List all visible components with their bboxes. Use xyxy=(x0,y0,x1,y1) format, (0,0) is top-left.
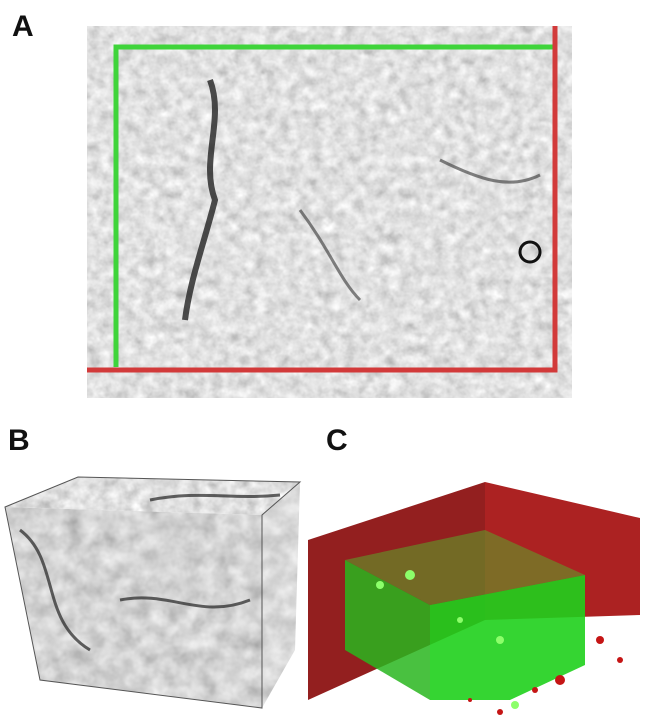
panel-label: B xyxy=(8,424,30,457)
panel-label: A xyxy=(12,10,34,43)
roi-volume xyxy=(308,482,640,715)
figure: A B C xyxy=(0,0,654,725)
panel-label: C xyxy=(326,424,348,457)
em-volume xyxy=(0,470,310,720)
em-image xyxy=(87,26,572,398)
